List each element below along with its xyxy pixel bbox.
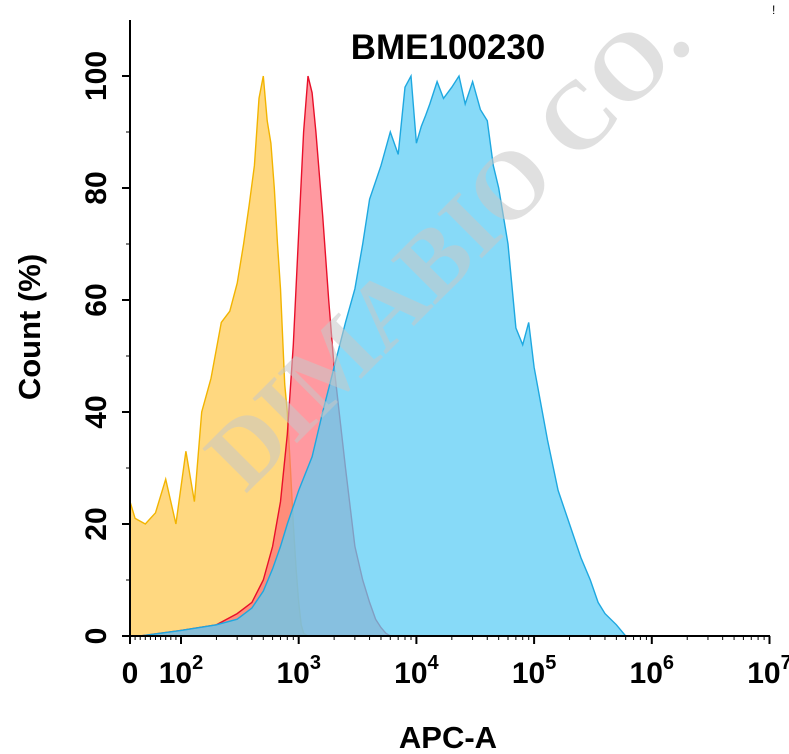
tick-label-layer: 0204060801000102103104105106107108 [80, 51, 789, 690]
y-tick-label: 80 [80, 171, 113, 204]
x-tick-label: 102 [159, 652, 204, 690]
y-axis-label: Count (%) [12, 254, 47, 400]
chart-title: BME100230 [351, 28, 546, 67]
x-tick-label: 107 [747, 652, 789, 690]
histogram-series-3 [140, 73, 628, 637]
y-tick-label: 60 [80, 283, 113, 316]
x-axis-label: APC-A [399, 720, 497, 754]
y-tick-label: 20 [80, 507, 113, 540]
x-tick-label: 103 [276, 652, 321, 690]
x-tick-label: 104 [394, 652, 439, 690]
y-tick-label: 40 [80, 395, 113, 428]
x-tick-label: 0 [122, 657, 139, 690]
y-tick-label: 0 [80, 628, 113, 645]
y-tick-label: 100 [80, 51, 113, 101]
axes-layer [122, 20, 771, 644]
series-layer [129, 73, 628, 637]
x-tick-label: 106 [630, 652, 675, 690]
corner-mark: ! [772, 3, 775, 17]
x-tick-label: 105 [512, 652, 557, 690]
